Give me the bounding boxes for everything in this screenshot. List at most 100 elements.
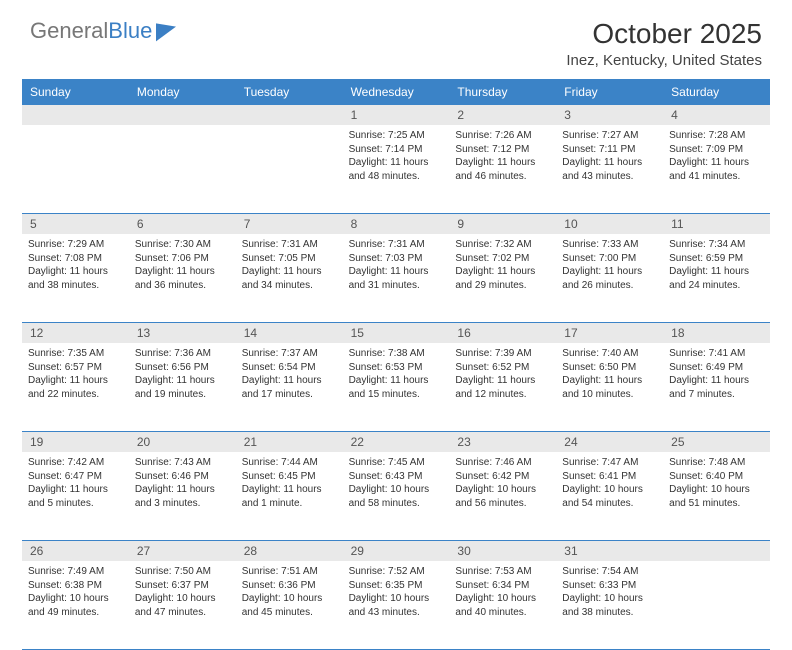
day-info: Sunrise: 7:47 AMSunset: 6:41 PMDaylight:… <box>562 454 657 510</box>
day-info: Sunrise: 7:53 AMSunset: 6:34 PMDaylight:… <box>455 563 550 619</box>
daynum-row: 567891011 <box>22 214 770 234</box>
day-number: 12 <box>22 323 129 343</box>
day-daylight: Daylight: 11 hours and 10 minutes. <box>562 374 657 401</box>
day-cell: Sunrise: 7:52 AMSunset: 6:35 PMDaylight:… <box>343 561 450 649</box>
day-sunrise: Sunrise: 7:29 AM <box>28 238 123 252</box>
day-info: Sunrise: 7:46 AMSunset: 6:42 PMDaylight:… <box>455 454 550 510</box>
day-cell: Sunrise: 7:44 AMSunset: 6:45 PMDaylight:… <box>236 452 343 540</box>
day-info: Sunrise: 7:49 AMSunset: 6:38 PMDaylight:… <box>28 563 123 619</box>
day-sunrise: Sunrise: 7:37 AM <box>242 347 337 361</box>
day-daylight: Daylight: 11 hours and 3 minutes. <box>135 483 230 510</box>
day-sunrise: Sunrise: 7:46 AM <box>455 456 550 470</box>
day-cell: Sunrise: 7:35 AMSunset: 6:57 PMDaylight:… <box>22 343 129 431</box>
day-number: 26 <box>22 541 129 561</box>
day-sunset: Sunset: 7:06 PM <box>135 252 230 266</box>
daynum-row: 1234 <box>22 105 770 125</box>
day-sunrise: Sunrise: 7:50 AM <box>135 565 230 579</box>
daynum-row: 19202122232425 <box>22 432 770 452</box>
week-row: Sunrise: 7:25 AMSunset: 7:14 PMDaylight:… <box>22 125 770 214</box>
day-sunset: Sunset: 6:37 PM <box>135 579 230 593</box>
day-sunrise: Sunrise: 7:27 AM <box>562 129 657 143</box>
day-info: Sunrise: 7:30 AMSunset: 7:06 PMDaylight:… <box>135 236 230 292</box>
day-sunrise: Sunrise: 7:35 AM <box>28 347 123 361</box>
day-daylight: Daylight: 11 hours and 19 minutes. <box>135 374 230 401</box>
day-daylight: Daylight: 11 hours and 36 minutes. <box>135 265 230 292</box>
calendar: SundayMondayTuesdayWednesdayThursdayFrid… <box>22 79 770 650</box>
day-number: 6 <box>129 214 236 234</box>
day-info: Sunrise: 7:31 AMSunset: 7:03 PMDaylight:… <box>349 236 444 292</box>
day-number: 31 <box>556 541 663 561</box>
day-cell: Sunrise: 7:45 AMSunset: 6:43 PMDaylight:… <box>343 452 450 540</box>
day-sunrise: Sunrise: 7:30 AM <box>135 238 230 252</box>
day-header-cell: Sunday <box>22 79 129 105</box>
day-info: Sunrise: 7:38 AMSunset: 6:53 PMDaylight:… <box>349 345 444 401</box>
day-sunrise: Sunrise: 7:42 AM <box>28 456 123 470</box>
day-info: Sunrise: 7:25 AMSunset: 7:14 PMDaylight:… <box>349 127 444 183</box>
day-sunset: Sunset: 7:00 PM <box>562 252 657 266</box>
day-sunrise: Sunrise: 7:25 AM <box>349 129 444 143</box>
month-title: October 2025 <box>566 18 762 50</box>
day-sunset: Sunset: 6:38 PM <box>28 579 123 593</box>
day-number: 14 <box>236 323 343 343</box>
day-daylight: Daylight: 10 hours and 45 minutes. <box>242 592 337 619</box>
day-cell: Sunrise: 7:33 AMSunset: 7:00 PMDaylight:… <box>556 234 663 322</box>
day-daylight: Daylight: 10 hours and 51 minutes. <box>669 483 764 510</box>
week-row: Sunrise: 7:42 AMSunset: 6:47 PMDaylight:… <box>22 452 770 541</box>
day-sunset: Sunset: 6:50 PM <box>562 361 657 375</box>
day-sunset: Sunset: 6:57 PM <box>28 361 123 375</box>
day-sunrise: Sunrise: 7:41 AM <box>669 347 764 361</box>
day-daylight: Daylight: 11 hours and 41 minutes. <box>669 156 764 183</box>
day-number: 22 <box>343 432 450 452</box>
day-number: 5 <box>22 214 129 234</box>
day-info: Sunrise: 7:29 AMSunset: 7:08 PMDaylight:… <box>28 236 123 292</box>
day-sunrise: Sunrise: 7:28 AM <box>669 129 764 143</box>
day-header-cell: Thursday <box>449 79 556 105</box>
day-info: Sunrise: 7:33 AMSunset: 7:00 PMDaylight:… <box>562 236 657 292</box>
day-number: 10 <box>556 214 663 234</box>
day-sunset: Sunset: 7:12 PM <box>455 143 550 157</box>
day-header-row: SundayMondayTuesdayWednesdayThursdayFrid… <box>22 79 770 105</box>
day-number <box>663 541 770 561</box>
logo-text-2: Blue <box>108 18 152 44</box>
day-daylight: Daylight: 11 hours and 5 minutes. <box>28 483 123 510</box>
day-number: 7 <box>236 214 343 234</box>
day-number: 4 <box>663 105 770 125</box>
day-info: Sunrise: 7:40 AMSunset: 6:50 PMDaylight:… <box>562 345 657 401</box>
day-sunset: Sunset: 6:53 PM <box>349 361 444 375</box>
day-cell: Sunrise: 7:25 AMSunset: 7:14 PMDaylight:… <box>343 125 450 213</box>
day-sunset: Sunset: 6:34 PM <box>455 579 550 593</box>
day-sunset: Sunset: 7:05 PM <box>242 252 337 266</box>
day-daylight: Daylight: 11 hours and 43 minutes. <box>562 156 657 183</box>
day-sunset: Sunset: 6:45 PM <box>242 470 337 484</box>
day-sunset: Sunset: 6:42 PM <box>455 470 550 484</box>
day-cell: Sunrise: 7:26 AMSunset: 7:12 PMDaylight:… <box>449 125 556 213</box>
day-sunrise: Sunrise: 7:52 AM <box>349 565 444 579</box>
day-number: 16 <box>449 323 556 343</box>
day-number: 20 <box>129 432 236 452</box>
day-sunset: Sunset: 7:09 PM <box>669 143 764 157</box>
day-number: 2 <box>449 105 556 125</box>
day-cell: Sunrise: 7:39 AMSunset: 6:52 PMDaylight:… <box>449 343 556 431</box>
day-sunset: Sunset: 6:43 PM <box>349 470 444 484</box>
day-sunrise: Sunrise: 7:39 AM <box>455 347 550 361</box>
day-number <box>22 105 129 125</box>
day-sunset: Sunset: 7:11 PM <box>562 143 657 157</box>
day-cell: Sunrise: 7:51 AMSunset: 6:36 PMDaylight:… <box>236 561 343 649</box>
day-sunset: Sunset: 6:49 PM <box>669 361 764 375</box>
day-daylight: Daylight: 10 hours and 43 minutes. <box>349 592 444 619</box>
day-daylight: Daylight: 11 hours and 1 minute. <box>242 483 337 510</box>
location-label: Inez, Kentucky, United States <box>566 52 762 69</box>
day-sunset: Sunset: 6:33 PM <box>562 579 657 593</box>
day-number: 11 <box>663 214 770 234</box>
day-cell: Sunrise: 7:41 AMSunset: 6:49 PMDaylight:… <box>663 343 770 431</box>
day-number: 9 <box>449 214 556 234</box>
day-header-cell: Tuesday <box>236 79 343 105</box>
day-cell: Sunrise: 7:53 AMSunset: 6:34 PMDaylight:… <box>449 561 556 649</box>
day-header-cell: Friday <box>556 79 663 105</box>
day-number: 25 <box>663 432 770 452</box>
day-daylight: Daylight: 11 hours and 34 minutes. <box>242 265 337 292</box>
day-daylight: Daylight: 11 hours and 24 minutes. <box>669 265 764 292</box>
day-info: Sunrise: 7:27 AMSunset: 7:11 PMDaylight:… <box>562 127 657 183</box>
day-sunset: Sunset: 6:52 PM <box>455 361 550 375</box>
day-daylight: Daylight: 11 hours and 46 minutes. <box>455 156 550 183</box>
